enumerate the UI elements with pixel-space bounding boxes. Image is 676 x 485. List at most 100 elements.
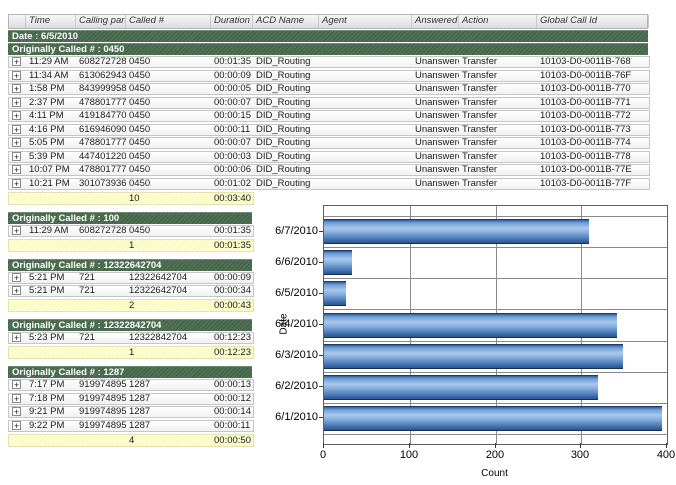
cell-agent [319,98,412,108]
x-axis-tick [495,443,496,448]
table-row: +4:11 PM 41918477010450 00:00:15 DID_Routin… [8,110,650,122]
y-axis-tick [319,293,323,294]
expand-row-button[interactable]: + [12,97,21,108]
expand-row-button[interactable]: + [12,407,21,417]
bar-6-4-2010 [324,313,617,338]
expand-row-button[interactable]: + [12,420,21,431]
cell-time: 11:34 AM [29,70,69,81]
cell-global-call-id: 10103-D0-0011B-771 [540,97,631,108]
column-header-duration[interactable]: Duration [211,15,253,28]
expand-row-button[interactable]: + [12,70,21,81]
cell-calling-party: 3010739363 [79,178,126,189]
cell-acd-name: DID_Routing [256,151,311,162]
expand-row-button[interactable]: + [12,138,21,148]
cell-global-call-id: 10103-D0-0011B-768 [540,57,631,67]
cell-time: 7:18 PM [29,393,65,404]
cell-acd-name: DID_Routing [256,165,311,175]
expand-row-button[interactable]: + [12,225,21,236]
horizontal-gridline [324,372,667,373]
y-axis-tick [319,324,323,325]
cell-duration: 00:00:15 [214,111,251,121]
summary-call-count: 1 [129,347,135,358]
cell-time: 5:21 PM [29,286,65,296]
call-count-chart: Count Date 6/7/2010 6/6/2010 6/5/2010 6/4/2… [270,200,676,485]
group-summary-row: 2 00:00:43 [8,299,254,312]
column-header-action[interactable]: Action [459,15,537,28]
expand-row-button[interactable]: + [12,57,21,67]
cell-acd-name: DID_Routing [256,111,311,121]
cell-agent [319,84,412,94]
cell-called-number: 12322842704 [129,333,188,343]
cell-action: Transfer [462,84,498,94]
cell-time: 11:29 AM [29,57,69,67]
cell-action: Transfer [462,151,498,162]
cell-called-number: 0450 [129,97,151,108]
column-header-calling-party-[interactable]: Calling party # [76,15,126,28]
expand-row-button[interactable]: + [12,111,21,121]
expand-row-button[interactable]: + [12,151,21,162]
cell-agent [319,71,412,81]
expand-row-button[interactable]: + [12,84,21,94]
y-axis-tick [319,355,323,356]
cell-action: Transfer [462,138,498,148]
group-summary-row: 10 00:03:40 [8,191,254,205]
horizontal-gridline [324,309,667,310]
expand-row-button[interactable]: + [12,165,21,175]
table-row: +11:29 AM 60827272870450 00:01:35 [8,224,254,237]
cell-agent [319,179,412,189]
cell-answered: Unanswered [415,151,459,162]
cell-time: 5:23 PM [29,333,65,343]
cell-answered: Unanswered [415,70,459,81]
cell-action: Transfer [462,57,498,67]
x-tick-label: 300 [570,449,590,461]
cell-calling-party: 721 [79,286,95,296]
column-header-agent[interactable]: Agent [319,15,412,28]
expand-row-button[interactable]: + [12,272,21,283]
table-row: +9:22 PM 91997489521287 00:00:11 [8,419,254,432]
cell-duration: 00:00:13 [214,380,251,390]
bar-6-1-2010 [324,406,662,431]
summary-total-duration: 00:00:43 [214,300,251,311]
cell-duration: 00:00:14 [214,407,251,417]
column-header-called-[interactable]: Called # [126,15,211,28]
horizontal-gridline [324,247,667,248]
cell-agent [319,165,412,175]
group-summary-row: 4 00:00:50 [8,433,254,447]
cell-global-call-id: 10103-D0-0011B-778 [540,151,631,162]
horizontal-gridline [324,216,667,217]
cell-answered: Unanswered [415,97,459,108]
group-summary-row: 1 00:12:23 [8,346,254,359]
cell-duration: 00:01:02 [214,178,251,189]
horizontal-gridline [324,278,667,279]
column-header-expander[interactable] [9,15,26,28]
cell-calling-party: 6130629432 [79,70,126,81]
expand-row-button[interactable]: + [12,333,21,343]
column-header-answered[interactable]: Answered [412,15,459,28]
expand-row-button[interactable]: + [12,286,21,296]
cell-global-call-id: 10103-D0-0011B-77E [540,165,632,175]
cell-acd-name: DID_Routing [256,178,311,189]
cell-time: 5:39 PM [29,151,65,162]
y-tick-label: 6/5/2010 [275,287,318,299]
column-header-time[interactable]: Time [26,15,76,28]
cell-global-call-id: 10103-D0-0011B-770 [540,84,631,94]
column-header-global-call-id[interactable]: Global Call Id [537,15,649,28]
y-axis-tick [319,231,323,232]
column-header-acd-name[interactable]: ACD Name [253,15,319,28]
table-row: +5:39 PM 44740122040450 00:00:03 DID_Routin… [8,150,650,163]
expand-row-button[interactable]: + [12,393,21,404]
expand-row-button[interactable]: + [12,178,21,189]
cell-called-number: 0450 [129,165,151,175]
bar-6-2-2010 [324,375,598,400]
expand-row-button[interactable]: + [12,124,21,135]
expand-row-button[interactable]: + [12,380,21,390]
cell-called-number: 1287 [129,420,151,431]
cell-called-number: 0450 [129,124,151,135]
x-axis-tick [409,443,410,448]
cell-duration: 00:00:05 [214,84,251,94]
cell-time: 7:17 PM [29,380,65,390]
summary-total-duration: 00:00:50 [214,434,251,446]
